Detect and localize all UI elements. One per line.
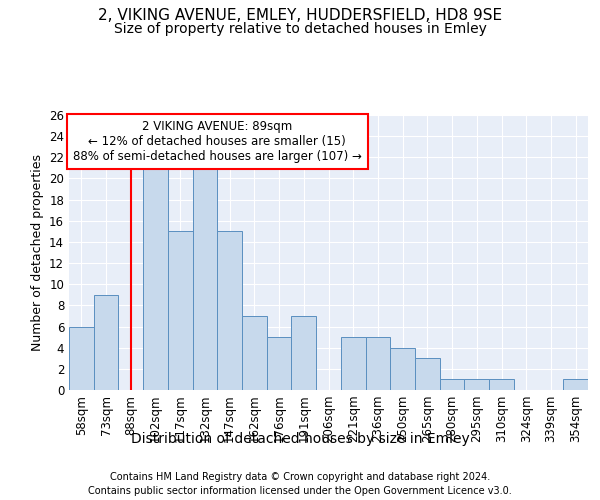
Text: 2 VIKING AVENUE: 89sqm
← 12% of detached houses are smaller (15)
88% of semi-det: 2 VIKING AVENUE: 89sqm ← 12% of detached… bbox=[73, 120, 362, 164]
Text: Distribution of detached houses by size in Emley: Distribution of detached houses by size … bbox=[131, 432, 469, 446]
Text: Contains HM Land Registry data © Crown copyright and database right 2024.: Contains HM Land Registry data © Crown c… bbox=[110, 472, 490, 482]
Bar bbox=[217, 232, 242, 390]
Bar bbox=[464, 380, 489, 390]
Text: Size of property relative to detached houses in Emley: Size of property relative to detached ho… bbox=[113, 22, 487, 36]
Bar bbox=[69, 326, 94, 390]
Bar bbox=[267, 337, 292, 390]
Bar bbox=[242, 316, 267, 390]
Text: 2, VIKING AVENUE, EMLEY, HUDDERSFIELD, HD8 9SE: 2, VIKING AVENUE, EMLEY, HUDDERSFIELD, H… bbox=[98, 8, 502, 22]
Text: Contains public sector information licensed under the Open Government Licence v3: Contains public sector information licen… bbox=[88, 486, 512, 496]
Bar bbox=[365, 337, 390, 390]
Bar bbox=[390, 348, 415, 390]
Bar bbox=[94, 295, 118, 390]
Bar bbox=[489, 380, 514, 390]
Bar bbox=[415, 358, 440, 390]
Bar bbox=[341, 337, 365, 390]
Bar bbox=[563, 380, 588, 390]
Y-axis label: Number of detached properties: Number of detached properties bbox=[31, 154, 44, 351]
Bar bbox=[193, 158, 217, 390]
Bar bbox=[440, 380, 464, 390]
Bar bbox=[143, 168, 168, 390]
Bar bbox=[292, 316, 316, 390]
Bar bbox=[168, 232, 193, 390]
